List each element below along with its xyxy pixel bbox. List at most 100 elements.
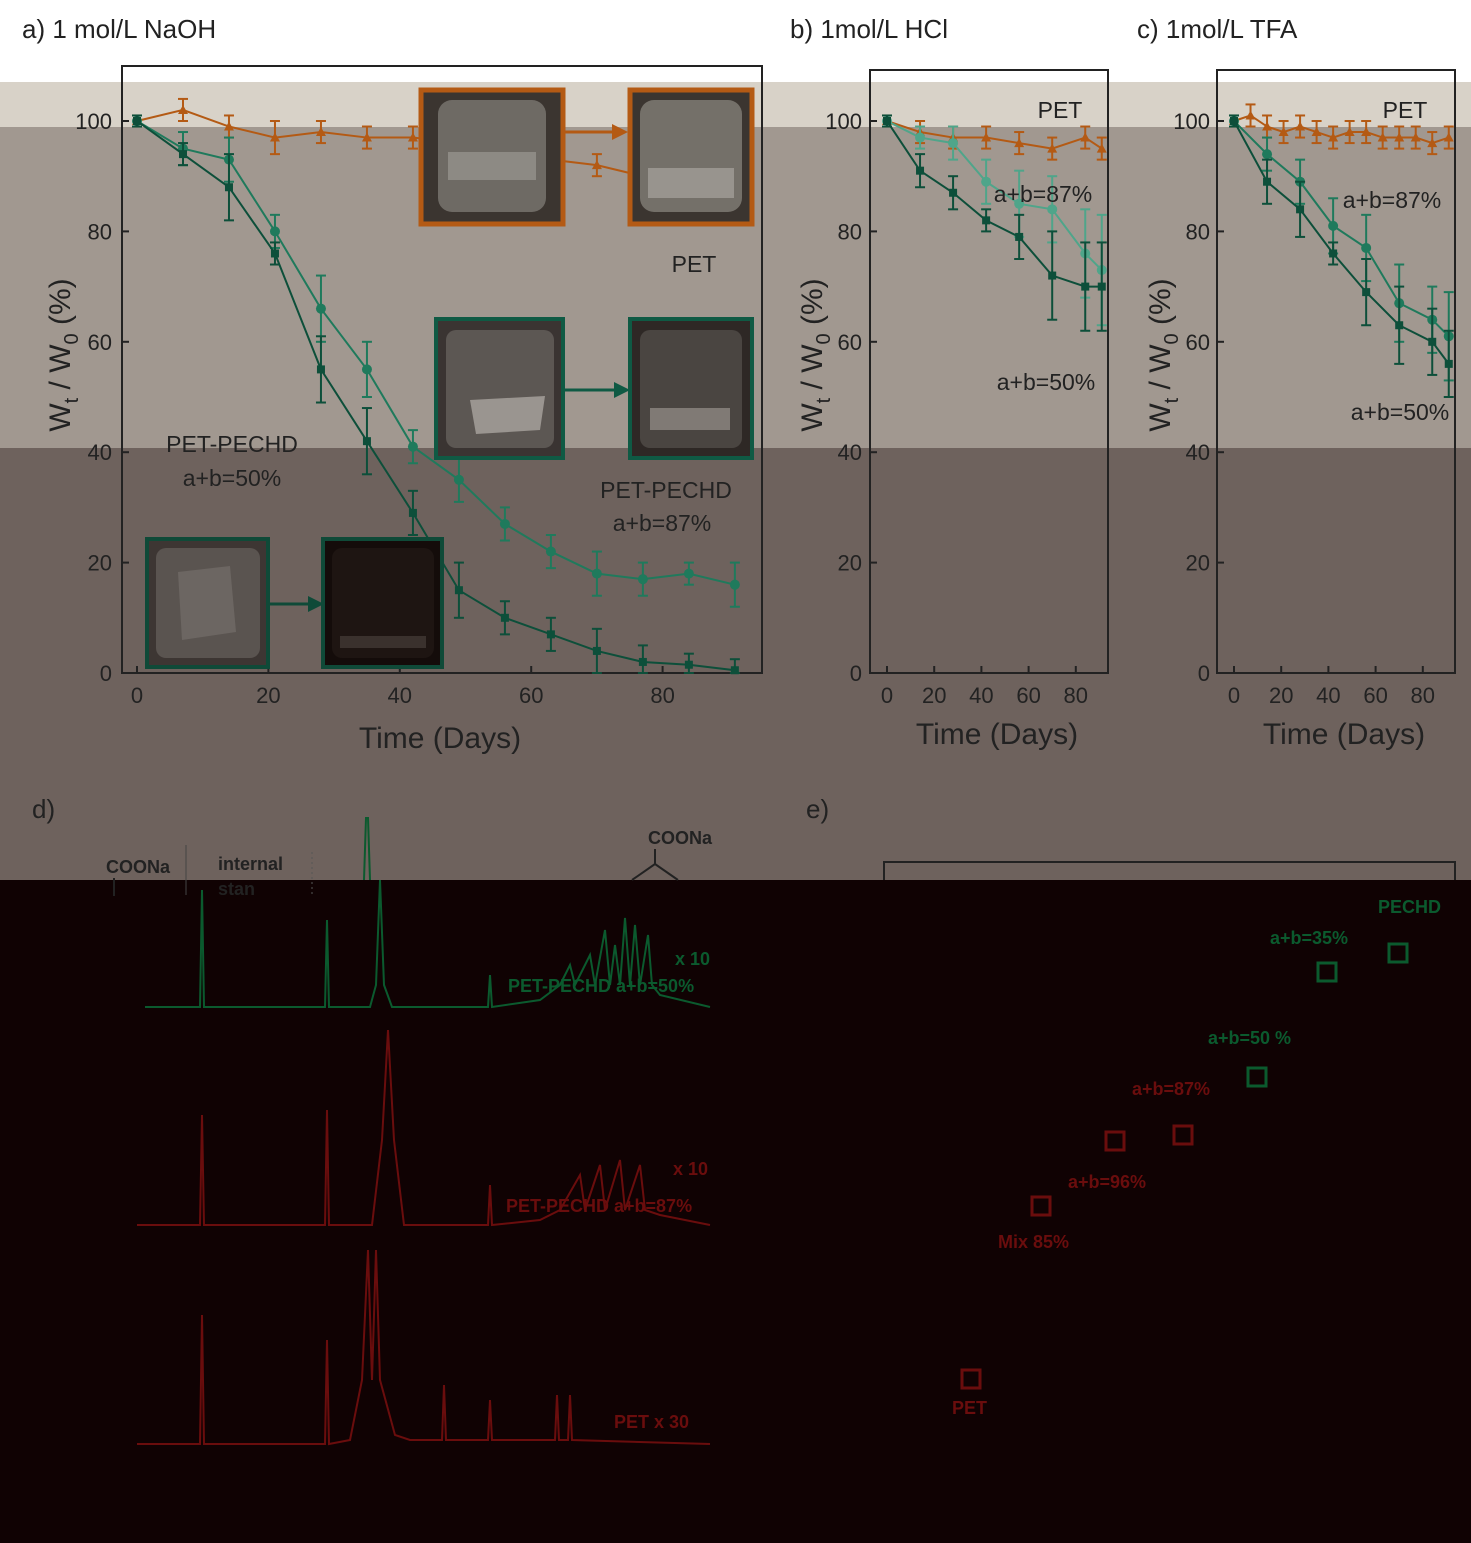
chart-annotation: a+b=87% [1343,187,1441,213]
chart-annotation: a+b=87% [613,510,711,536]
y-tick-label: 100 [825,109,862,134]
inset-photos-pechd50 [145,537,444,669]
data-point-pechd87 [637,574,648,585]
panel-e-label: e) [806,794,829,824]
nmr-internal-label: internal [218,854,283,874]
nmr-red1-label: PET-PECHD a+b=87% [506,1196,692,1216]
e-label-50: a+b=50 % [1208,1028,1291,1048]
data-point-pet [407,132,418,142]
data-point-pechd50 [178,150,187,159]
data-point-pechd87 [1328,220,1339,231]
data-point-pet [1245,110,1256,120]
x-tick-label: 0 [131,683,143,708]
data-point-pechd50 [730,666,739,675]
e-label-96: a+b=96% [1068,1172,1146,1192]
e-label-pet: PET [952,1398,987,1418]
e-marker-pechd [1387,942,1409,964]
chart-annotation: PET-PECHD [600,477,732,503]
photo-87-after-film [650,408,730,430]
y-tick-label: 0 [850,661,862,686]
data-point-pechd87 [407,441,418,452]
y-tick-label: 100 [1173,109,1210,134]
plot-frame-b [869,69,1109,674]
e-marker-35 [1316,961,1338,983]
nmr-coona-right: COONa [648,828,713,848]
data-point-pet [1328,132,1339,142]
nmr-trace-green [145,879,711,1009]
chart-panel-a: 0 20 40 60 80 100 0 20 40 60 80 Time (Days) Wt / W0 … [44,65,763,755]
photo-87-arrowhead [614,382,630,398]
y-axis-title: Wt / W0 (%) [1144,278,1183,431]
x-tick-label: 0 [881,683,893,708]
data-point-pechd50 [684,660,693,669]
panel-e-plot: PECHD a+b=35% a+b=50 % a+b=87% a+b=96% M… [883,861,1456,1418]
data-point-pechd50 [1428,337,1437,346]
y-tick-label: 80 [88,219,112,244]
x-axis-title: Time (Days) [1263,718,1425,751]
data-point-pechd50 [982,216,991,225]
x-tick-label: 80 [650,683,674,708]
data-point-pechd87_light [915,132,926,143]
series-line-pechd87 [1233,120,1450,337]
y-tick-label: 20 [838,551,862,576]
data-point-pechd50 [949,188,958,197]
x-tick-label: 60 [519,683,543,708]
data-point-pechd87 [315,303,326,314]
data-point-pechd50 [1444,359,1453,368]
chart-annotation: PET [1038,97,1083,123]
data-point-pet [1377,132,1388,142]
chart-annotation: PET [1383,97,1428,123]
e-marker-pet [960,1368,982,1390]
nmr-peak-top [363,817,371,881]
data-point-pet [1096,143,1107,153]
data-point-pechd87_light [1047,204,1058,215]
panel-d-label: d) [32,794,55,824]
data-point-pet [1427,138,1438,148]
x-tick-label: 20 [922,683,946,708]
inset-photos-pechd87 [434,317,754,460]
chart-annotation: PET [672,251,717,277]
x-tick-label: 0 [1228,683,1240,708]
x-tick-label: 40 [969,683,993,708]
x-tick-label: 40 [1316,683,1340,708]
data-point-pet [1344,127,1355,137]
data-point-pechd50 [883,117,891,125]
nmr-coona-left: COONa [106,857,171,877]
e-label-35: a+b=35% [1270,928,1348,948]
data-point-pechd87 [545,546,556,557]
data-point-pet [1361,127,1372,137]
x-tick-label: 80 [1064,683,1088,708]
data-point-pechd87 [591,568,602,579]
data-point-pechd50 [592,646,601,655]
x-axis-title: Time (Days) [359,722,521,755]
nmr-green-label: PET-PECHD a+b=50% [508,976,694,996]
y-tick-label: 60 [1186,330,1210,355]
panel-e-frame [883,861,1456,880]
data-point-pechd50 [270,249,279,258]
data-point-pet [1278,127,1289,137]
plot-frame-c [1216,69,1456,674]
y-tick-label: 60 [838,330,862,355]
data-point-pet [981,132,992,142]
data-point-pechd50 [1097,282,1106,291]
data-point-pechd87_light [981,176,992,187]
data-point-pet [223,121,234,131]
y-tick-label: 80 [838,219,862,244]
data-point-pechd50 [224,183,233,192]
nmr-trace-red-1 [137,1029,711,1227]
x-tick-label: 60 [1363,683,1387,708]
data-point-pechd50 [1048,271,1057,280]
y-tick-label: 0 [1198,661,1210,686]
data-point-pechd50 [638,657,647,666]
panel-d-nmr: COONa internal stan COONa PET-PECHD a+b=… [106,817,713,1446]
x-tick-label: 20 [1269,683,1293,708]
data-point-pechd50 [316,365,325,374]
y-axis-title: Wt / W0 (%) [796,278,835,431]
series-line-pechd50 [886,120,1102,288]
data-point-pechd87 [683,568,694,579]
x-tick-label: 20 [256,683,280,708]
chart-panel-b: 0 20 40 60 80 100 0 20 40 60 80 Time (Days) Wt / W0 … [796,69,1109,751]
y-tick-label: 0 [100,661,112,686]
y-tick-label: 40 [1186,440,1210,465]
